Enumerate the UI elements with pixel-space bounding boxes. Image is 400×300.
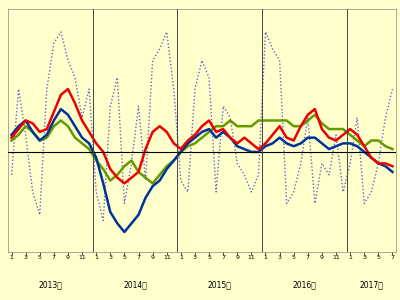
Text: 2014年: 2014年 (123, 280, 147, 290)
Text: 2016年: 2016年 (292, 280, 316, 290)
Text: 2017年: 2017年 (359, 280, 383, 290)
Text: 2015年: 2015年 (208, 280, 232, 290)
Text: 2013年: 2013年 (38, 280, 62, 290)
